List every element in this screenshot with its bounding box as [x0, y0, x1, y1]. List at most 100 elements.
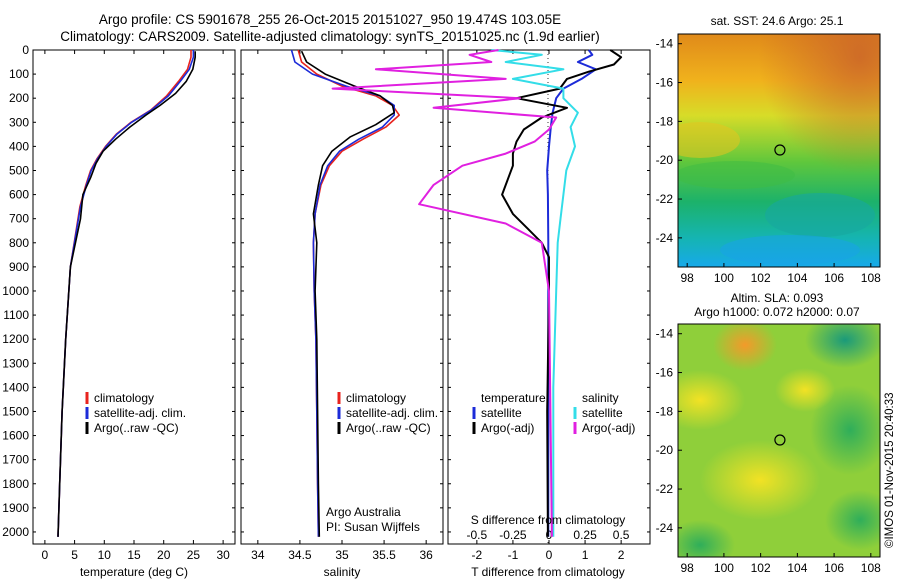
depth-tick-label: 900 [9, 260, 29, 274]
temperature-panel: 0100200300400500600700800900100011001200… [2, 43, 236, 579]
series-line-climatology [57, 50, 192, 537]
s-diff-tick-label: 0.25 [573, 528, 597, 542]
map-y-tick-label: -20 [656, 443, 674, 457]
legend-climatology-label: climatology [94, 391, 154, 405]
depth-tick-label: 300 [9, 115, 29, 129]
salinity-legend: climatology satellite-adj. clim. Argo(..… [337, 391, 438, 435]
legend-temp-satellite-label: satellite [481, 406, 522, 420]
sst-map-axes: 98 100 102 104 106 108 -14 -16 -18 -20 -22 -24 [656, 37, 881, 285]
x-tick-label: 35 [335, 548, 349, 562]
x-tick-label: 35.5 [372, 548, 396, 562]
x-tick-label: 5 [71, 548, 78, 562]
series-line-satellite [491, 49, 579, 537]
temperature-series [57, 50, 196, 537]
annotation-pi: PI: Susan Wijffels [326, 520, 420, 534]
legend-temperature-title: temperature [481, 391, 546, 405]
depth-tick-label: 100 [9, 67, 29, 81]
sla-map-title-line-2: Argo h1000: 0.072 h2000: 0.07 [694, 305, 860, 319]
series-line-argo-adj- [501, 49, 623, 537]
depth-tick-label: 500 [9, 163, 29, 177]
map-y-tick-label: -16 [656, 76, 674, 90]
series-line-satellite-adj-clim- [290, 49, 396, 537]
depth-tick-label: 700 [9, 212, 29, 226]
map-y-tick-label: -24 [656, 231, 674, 245]
annotation-argo-australia: Argo Australia [326, 505, 401, 519]
depth-tick-label: 400 [9, 139, 29, 153]
map-x-tick-label: 104 [787, 271, 807, 285]
depth-tick-label: 200 [9, 91, 29, 105]
difference-panel: -2 -1 0 1 2 -0.5 -0.25 0 0.25 0.5 temperature sa… [331, 49, 651, 579]
depth-tick-label: 1000 [2, 284, 29, 298]
depth-tick-label: 0 [22, 43, 29, 57]
map-x-tick-label: 100 [714, 271, 734, 285]
series-line-climatology [297, 49, 401, 537]
salinity-x-axis: 34 34.5 35 35.5 36 [251, 50, 433, 562]
temperature-x-label: temperature (deg C) [80, 565, 188, 579]
legend-argo-label: Argo(..raw -QC) [94, 421, 179, 435]
sla-map-frame [677, 323, 881, 558]
map-y-tick-label: -18 [656, 114, 674, 128]
depth-tick-label: 1400 [2, 380, 29, 394]
x-tick-label: 0 [42, 548, 49, 562]
sst-map-panel: sat. SST: 24.6 Argo: 25.1 98 100 102 104 106… [656, 14, 881, 285]
figure-title-line-1: Argo profile: CS 5901678_255 26-Oct-2015… [98, 12, 562, 27]
legend-satellite-label: satellite-adj. clim. [346, 406, 438, 420]
figure-title-line-2: Climatology: CARS2009. Satellite-adjuste… [60, 29, 600, 44]
sst-map-title: sat. SST: 24.6 Argo: 25.1 [711, 14, 844, 28]
salinity-depth-ticks [241, 49, 443, 533]
x-tick-label: 36 [419, 548, 433, 562]
s-difference-label: S difference from climatology [471, 513, 626, 527]
depth-tick-label: 1200 [2, 332, 29, 346]
sst-map-frame [677, 33, 881, 268]
s-diff-tick-label: 0.5 [613, 528, 630, 542]
depth-tick-label: 600 [9, 188, 29, 202]
map-y-tick-label: -16 [656, 366, 674, 380]
salinity-axes-frame [240, 49, 444, 545]
map-x-tick-label: 98 [681, 561, 695, 575]
t-difference-x-label: T difference from climatology [471, 565, 625, 579]
temperature-x-axis: 0 5 10 15 20 25 30 [42, 50, 230, 562]
depth-tick-label: 2000 [2, 525, 29, 539]
map-x-tick-label: 106 [824, 271, 844, 285]
map-x-tick-label: 98 [681, 271, 695, 285]
depth-tick-label: 1900 [2, 501, 29, 515]
map-x-tick-label: 108 [861, 271, 881, 285]
salinity-series [290, 49, 401, 537]
x-tick-label: 15 [127, 548, 141, 562]
series-line-satellite-adj-clim- [57, 50, 195, 537]
sla-map-title-line-1: Altim. SLA: 0.093 [731, 291, 824, 305]
x-tick-label: -2 [472, 548, 483, 562]
map-y-tick-label: -14 [656, 327, 674, 341]
salinity-panel: 34 34.5 35 35.5 36 climatology satellite-adj… [240, 49, 444, 579]
imos-credit: ©IMOS 01-Nov-2015 20:40:33 [884, 392, 896, 548]
legend-sal-argo-label: Argo(-adj) [582, 421, 635, 435]
depth-tick-label: 1300 [2, 356, 29, 370]
difference-series [331, 49, 623, 537]
depth-axis: 0 100 200 300 400 500 600 700 800 900 1000 1100 1200… [2, 43, 235, 539]
s-diff-tick-label: -0.5 [467, 528, 488, 542]
sst-field [678, 34, 880, 267]
map-x-tick-label: 106 [824, 561, 844, 575]
depth-tick-label: 1500 [2, 404, 29, 418]
x-tick-label: 1 [582, 548, 589, 562]
depth-tick-label: 1600 [2, 429, 29, 443]
map-y-tick-label: -18 [656, 404, 674, 418]
map-y-tick-label: -22 [656, 192, 674, 206]
x-tick-label: -1 [508, 548, 519, 562]
legend-temp-argo-label: Argo(-adj) [481, 421, 534, 435]
map-y-tick-label: -22 [656, 482, 674, 496]
x-tick-label: 30 [216, 548, 230, 562]
x-tick-label: 10 [98, 548, 112, 562]
map-x-tick-label: 100 [714, 561, 734, 575]
series-line-argo-raw-qc- [300, 50, 396, 537]
legend-salinity-title: salinity [582, 391, 619, 405]
x-tick-label: 0 [546, 548, 553, 562]
map-x-tick-label: 102 [751, 271, 771, 285]
x-tick-label: 34 [251, 548, 265, 562]
series-line-argo-raw-qc- [57, 51, 196, 537]
s-difference-x-axis: -0.5 -0.25 0 0.25 0.5 [467, 528, 630, 542]
salinity-x-label: salinity [324, 565, 361, 579]
map-x-tick-label: 108 [861, 561, 881, 575]
t-difference-x-axis: -2 -1 0 1 2 [472, 50, 625, 562]
